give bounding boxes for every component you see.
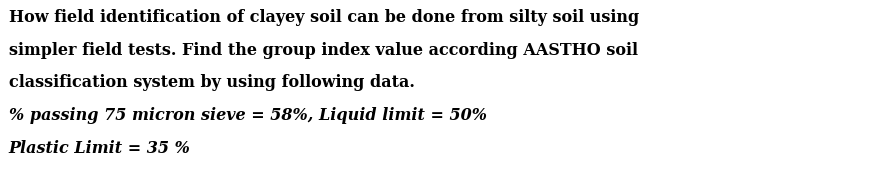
Text: Plastic Limit = 35 %: Plastic Limit = 35 %: [9, 140, 191, 157]
Text: How field identification of clayey soil can be done from silty soil using: How field identification of clayey soil …: [9, 9, 639, 26]
Text: % passing 75 micron sieve = 58%, Liquid limit = 50%: % passing 75 micron sieve = 58%, Liquid …: [9, 107, 487, 124]
Text: simpler field tests. Find the group index value according AASTHO soil: simpler field tests. Find the group inde…: [9, 42, 638, 58]
Text: classification system by using following data.: classification system by using following…: [9, 74, 415, 91]
